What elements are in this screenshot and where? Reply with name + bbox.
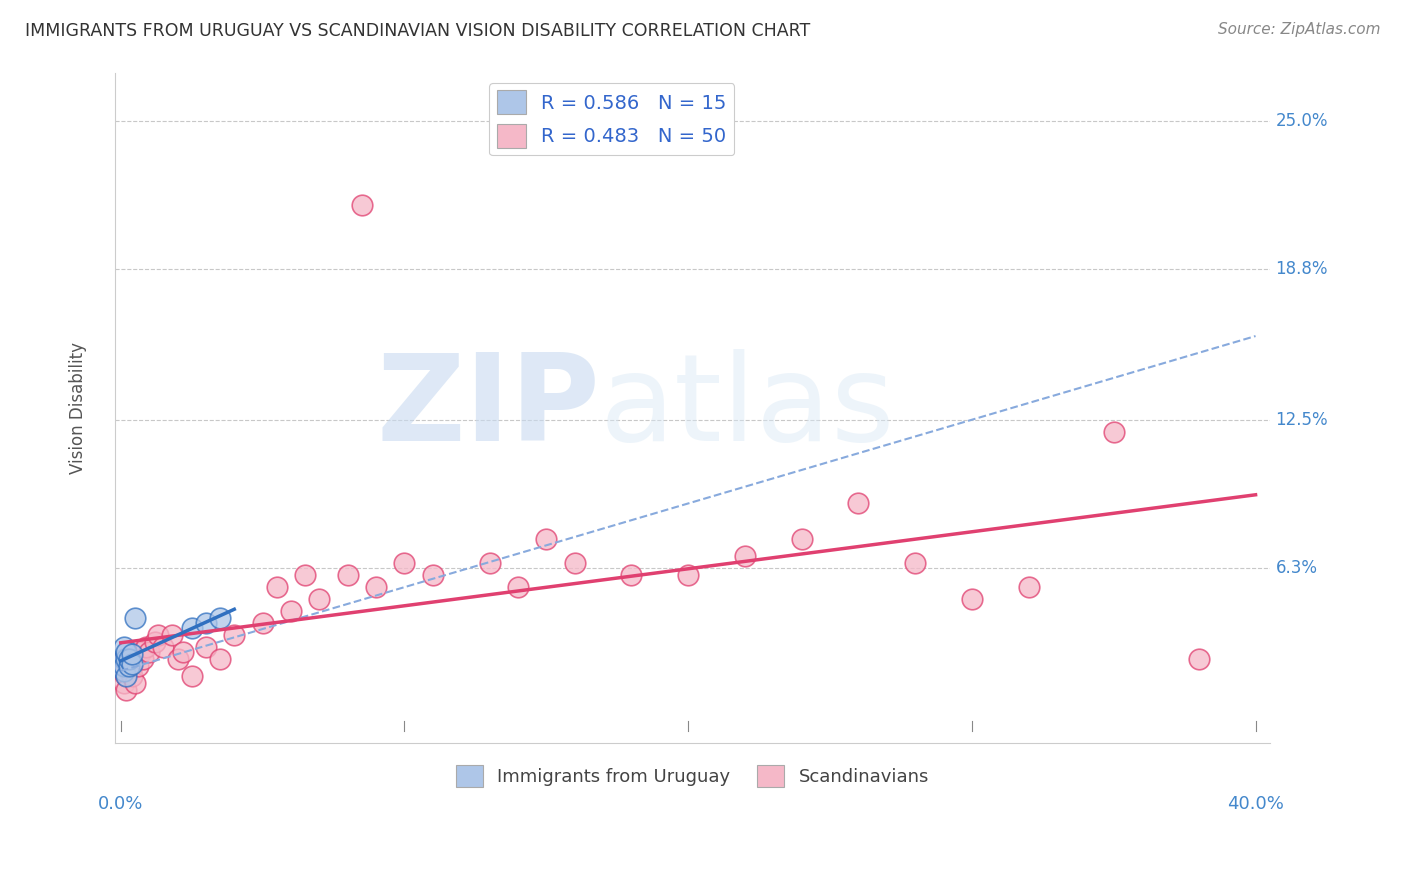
Text: 0.0%: 0.0% xyxy=(98,795,143,814)
Text: Vision Disability: Vision Disability xyxy=(69,342,87,474)
Point xyxy=(252,615,274,630)
Point xyxy=(127,659,149,673)
Point xyxy=(132,652,155,666)
Point xyxy=(350,197,373,211)
Point xyxy=(564,556,586,570)
Text: 25.0%: 25.0% xyxy=(1275,112,1327,130)
Point xyxy=(152,640,174,654)
Point xyxy=(224,628,246,642)
Point xyxy=(121,668,143,682)
Point xyxy=(146,628,169,642)
Point xyxy=(194,640,217,654)
Point xyxy=(121,647,143,661)
Point xyxy=(115,659,138,673)
Point xyxy=(143,635,166,649)
Point xyxy=(266,580,288,594)
Point xyxy=(124,652,146,666)
Point xyxy=(112,659,135,673)
Point xyxy=(135,640,157,654)
Point xyxy=(166,652,188,666)
Point xyxy=(115,652,138,666)
Point xyxy=(115,645,138,659)
Point xyxy=(1188,652,1211,666)
Point xyxy=(536,533,558,547)
Point xyxy=(118,659,141,673)
Point xyxy=(118,652,141,666)
Point xyxy=(121,657,143,671)
Point xyxy=(115,668,138,682)
Text: 12.5%: 12.5% xyxy=(1275,410,1329,429)
Text: atlas: atlas xyxy=(600,350,896,467)
Point xyxy=(294,568,316,582)
Point xyxy=(308,592,330,607)
Point xyxy=(129,645,152,659)
Point xyxy=(112,664,135,678)
Point xyxy=(118,652,141,666)
Point xyxy=(124,611,146,625)
Point xyxy=(160,628,183,642)
Point xyxy=(1018,580,1040,594)
Point xyxy=(394,556,416,570)
Point xyxy=(209,611,232,625)
Point xyxy=(506,580,529,594)
Point xyxy=(138,645,160,659)
Point xyxy=(112,664,135,678)
Point xyxy=(112,675,135,690)
Text: 18.8%: 18.8% xyxy=(1275,260,1327,278)
Point xyxy=(960,592,983,607)
Text: ZIP: ZIP xyxy=(377,350,600,467)
Point xyxy=(1102,425,1125,439)
Point xyxy=(112,652,135,666)
Point xyxy=(366,580,388,594)
Point xyxy=(172,645,194,659)
Legend: Immigrants from Uruguay, Scandinavians: Immigrants from Uruguay, Scandinavians xyxy=(449,757,936,794)
Point xyxy=(620,568,643,582)
Point xyxy=(478,556,501,570)
Text: IMMIGRANTS FROM URUGUAY VS SCANDINAVIAN VISION DISABILITY CORRELATION CHART: IMMIGRANTS FROM URUGUAY VS SCANDINAVIAN … xyxy=(25,22,810,40)
Point xyxy=(848,496,870,510)
Point xyxy=(180,621,202,635)
Point xyxy=(115,683,138,698)
Point xyxy=(112,640,135,654)
Point xyxy=(790,533,813,547)
Point xyxy=(734,549,756,563)
Text: 40.0%: 40.0% xyxy=(1227,795,1284,814)
Text: Source: ZipAtlas.com: Source: ZipAtlas.com xyxy=(1218,22,1381,37)
Point xyxy=(115,668,138,682)
Point xyxy=(422,568,444,582)
Point xyxy=(280,604,302,618)
Point xyxy=(180,668,202,682)
Point xyxy=(904,556,927,570)
Point xyxy=(124,675,146,690)
Point xyxy=(676,568,699,582)
Point xyxy=(112,652,135,666)
Point xyxy=(121,659,143,673)
Point xyxy=(209,652,232,666)
Point xyxy=(118,664,141,678)
Point xyxy=(336,568,359,582)
Text: 6.3%: 6.3% xyxy=(1275,559,1317,577)
Point xyxy=(194,615,217,630)
